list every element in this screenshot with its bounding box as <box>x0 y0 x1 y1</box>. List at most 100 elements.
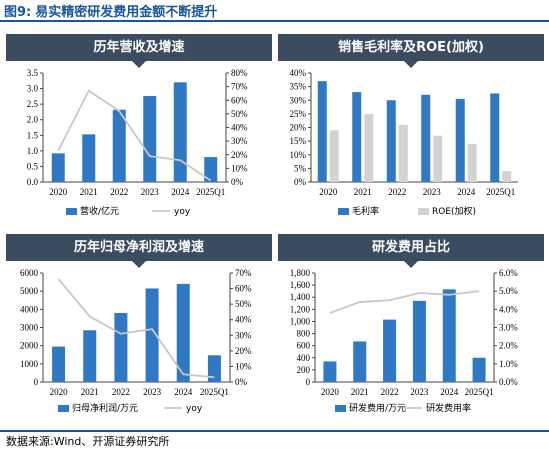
legend-label: 研发费用/万元 <box>349 402 406 414</box>
y-tick-label: 1,800 <box>290 268 311 278</box>
bar <box>353 341 367 382</box>
x-tick-label: 2021 <box>81 387 99 397</box>
y2-tick-label: 40% <box>235 315 252 325</box>
legend-label: 归母净利润/万元 <box>72 402 138 414</box>
y2-tick-label: 70% <box>231 82 248 92</box>
bar <box>52 346 66 382</box>
y-tick-label: 400 <box>297 353 311 363</box>
bar <box>383 319 397 382</box>
legend-label: 研发费用率 <box>426 402 471 414</box>
y-tick-label: 1,600 <box>290 280 311 290</box>
x-tick-label: 2024 <box>171 187 190 197</box>
panel-header: 历年营收及增速 <box>6 34 272 68</box>
x-tick-label: 2020 <box>321 387 340 397</box>
rd-expense-chart: 0 200 400 600 800 1,000 1,200 1,400 1,600 1,800 0.… <box>290 268 519 414</box>
bar <box>433 135 443 182</box>
panel-header: 历年归母净利润及增速 <box>6 234 272 268</box>
y-tick-label: 200 <box>297 365 311 375</box>
y2-tick-label: 0% <box>235 377 248 387</box>
y-tick-label: 0 <box>306 377 311 387</box>
x-tick-label: 2023 <box>423 187 442 197</box>
series-line <box>57 278 215 379</box>
y2-tick-label: 20% <box>231 150 248 160</box>
figure-label: 图9: <box>4 5 32 20</box>
figure-title: 图9: 易实精密研发费用金额不断提升 <box>4 1 217 20</box>
x-tick-label: 2025Q1 <box>200 387 229 397</box>
y-tick-label: 40% <box>290 68 307 78</box>
x-tick-label: 2022 <box>388 187 406 197</box>
y2-tick-label: 2.0% <box>499 341 518 351</box>
y-tick-label: 20% <box>290 123 307 133</box>
y-tick-label: 35% <box>290 82 307 92</box>
bar <box>51 153 65 182</box>
y2-tick-label: 80% <box>231 68 248 78</box>
y2-tick-label: 5.0% <box>499 286 518 296</box>
x-tick-label: 2024 <box>440 387 459 397</box>
bar <box>386 100 396 182</box>
panel-header: 销售毛利率及ROE(加权) <box>278 34 544 68</box>
bar <box>398 124 408 182</box>
source-rule <box>0 430 549 432</box>
bar <box>467 143 477 182</box>
y2-tick-label: 4.0% <box>499 304 518 314</box>
legend-swatch <box>335 405 346 412</box>
y-tick-label: 25% <box>290 109 307 119</box>
y-tick-label: 2000 <box>20 341 39 351</box>
y-tick-label: 5% <box>294 163 307 173</box>
y2-tick-label: 10% <box>231 163 248 173</box>
legend-swatch <box>58 405 69 412</box>
bar <box>412 300 426 382</box>
x-tick-label: 2023 <box>141 187 160 197</box>
y2-tick-label: 20% <box>235 346 252 356</box>
y2-tick-label: 70% <box>235 268 252 278</box>
y-tick-label: 1,000 <box>290 316 311 326</box>
bar <box>329 130 339 182</box>
bar <box>143 96 157 182</box>
net-profit-panel: 历年归母净利润及增速 0 1000 2000 3000 4000 5000 6000 0% 10… <box>6 234 272 426</box>
x-tick-label: 2022 <box>110 187 128 197</box>
bar <box>490 93 500 182</box>
y2-tick-label: 50% <box>231 109 248 119</box>
bar <box>455 98 465 182</box>
y-tick-label: 1,200 <box>290 304 311 314</box>
bar <box>176 283 190 382</box>
x-tick-label: 2020 <box>319 187 338 197</box>
x-tick-label: 2023 <box>410 387 429 397</box>
y-tick-label: 0% <box>294 177 307 187</box>
x-tick-label: 2021 <box>354 187 372 197</box>
bar <box>364 113 374 182</box>
panel-header: 研发费用占比 <box>278 234 544 268</box>
series-line <box>329 290 480 314</box>
y-tick-label: 30% <box>290 95 307 105</box>
y-tick-label: 2.0 <box>27 115 39 125</box>
x-tick-label: 2021 <box>80 187 98 197</box>
y-tick-label: 1.5 <box>27 130 39 140</box>
margin-roe-panel: 销售毛利率及ROE(加权) 0% 5% 10% 15% 20% 25% 30% 35% 40% 2… <box>278 34 544 230</box>
x-tick-label: 2020 <box>50 387 69 397</box>
y2-tick-label: 50% <box>235 299 252 309</box>
bar <box>204 157 218 182</box>
bar <box>114 312 128 382</box>
x-tick-label: 2022 <box>381 387 399 397</box>
rd-expense-panel: 研发费用占比 0 200 400 600 800 1,000 1,200 1,400 1,600… <box>278 234 544 426</box>
y2-tick-label: 3.0% <box>499 323 518 333</box>
bar <box>83 330 97 382</box>
bar <box>472 357 486 382</box>
bar <box>145 288 159 382</box>
y2-tick-label: 30% <box>235 330 252 340</box>
y2-tick-label: 6.0% <box>499 268 518 278</box>
y-tick-label: 10% <box>290 150 307 160</box>
y2-tick-label: 10% <box>235 361 252 371</box>
y-tick-label: 0.0 <box>27 177 39 187</box>
bar <box>421 94 431 182</box>
y2-tick-label: 60% <box>235 284 252 294</box>
x-tick-label: 2025Q1 <box>486 187 515 197</box>
legend-label: yoy <box>174 207 191 217</box>
bar <box>352 92 362 182</box>
y-tick-label: 1,400 <box>290 292 311 302</box>
y-tick-label: 4000 <box>20 304 39 314</box>
y-tick-label: 1000 <box>20 359 39 369</box>
revenue-chart: 0.0 0.5 1.0 1.5 2.0 2.5 3.0 3.5 0% 10% 20% 30% 40% 50… <box>27 68 248 217</box>
legend-swatch <box>338 208 349 215</box>
y-tick-label: 0 <box>34 377 39 387</box>
